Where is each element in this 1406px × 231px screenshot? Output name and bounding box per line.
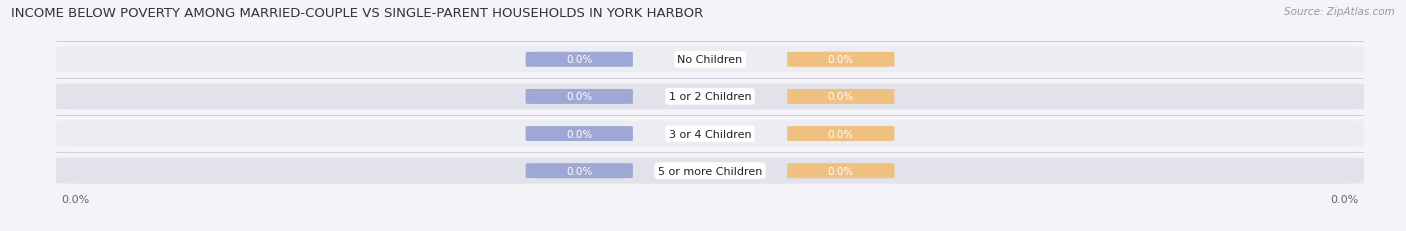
Text: 1 or 2 Children: 1 or 2 Children: [669, 92, 751, 102]
Text: 0.0%: 0.0%: [567, 55, 592, 65]
FancyBboxPatch shape: [526, 90, 633, 104]
FancyBboxPatch shape: [49, 121, 1371, 147]
Text: 0.0%: 0.0%: [567, 129, 592, 139]
Text: Source: ZipAtlas.com: Source: ZipAtlas.com: [1284, 7, 1395, 17]
Text: 3 or 4 Children: 3 or 4 Children: [669, 129, 751, 139]
FancyBboxPatch shape: [787, 53, 894, 67]
Text: 0.0%: 0.0%: [828, 166, 853, 176]
Text: 0.0%: 0.0%: [828, 55, 853, 65]
FancyBboxPatch shape: [526, 127, 633, 141]
FancyBboxPatch shape: [787, 90, 894, 104]
FancyBboxPatch shape: [787, 127, 894, 141]
Text: 0.0%: 0.0%: [828, 129, 853, 139]
Text: 5 or more Children: 5 or more Children: [658, 166, 762, 176]
Text: 0.0%: 0.0%: [828, 92, 853, 102]
FancyBboxPatch shape: [49, 84, 1371, 110]
Text: INCOME BELOW POVERTY AMONG MARRIED-COUPLE VS SINGLE-PARENT HOUSEHOLDS IN YORK HA: INCOME BELOW POVERTY AMONG MARRIED-COUPL…: [11, 7, 703, 20]
Text: 0.0%: 0.0%: [567, 166, 592, 176]
FancyBboxPatch shape: [49, 158, 1371, 184]
Text: No Children: No Children: [678, 55, 742, 65]
FancyBboxPatch shape: [526, 164, 633, 178]
FancyBboxPatch shape: [787, 164, 894, 178]
FancyBboxPatch shape: [49, 47, 1371, 73]
FancyBboxPatch shape: [526, 53, 633, 67]
Text: 0.0%: 0.0%: [567, 92, 592, 102]
